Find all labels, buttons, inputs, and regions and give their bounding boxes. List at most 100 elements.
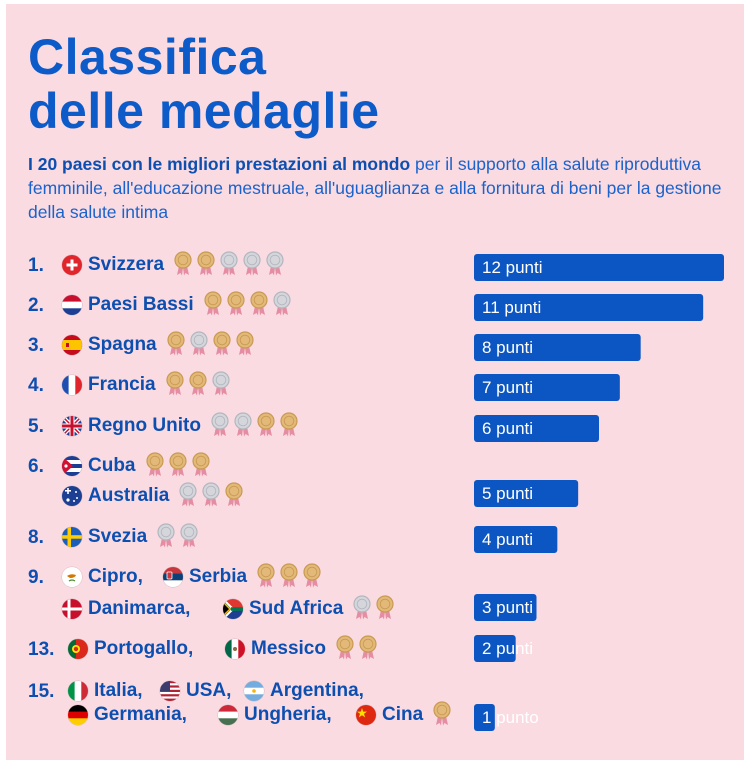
- country-name: Messico: [251, 638, 326, 659]
- silver-medal-icon: [178, 522, 201, 553]
- medal-group: [165, 330, 257, 361]
- subtitle-bold: I 20 paesi con le migliori prestazioni a…: [28, 154, 411, 174]
- silver-medal-icon: [351, 594, 374, 625]
- italy-flag-icon: [68, 681, 88, 701]
- china-flag-icon: [356, 705, 376, 725]
- rank-number: 2.: [28, 295, 44, 316]
- gold-medal-icon: [144, 451, 167, 482]
- points-bar: [474, 415, 599, 442]
- country-entry: Sud Africa: [223, 594, 397, 625]
- medal-group: [164, 370, 233, 401]
- medal-group: [202, 290, 294, 321]
- points-bar: [474, 480, 579, 507]
- silver-medal-icon: [218, 250, 241, 281]
- mexico-flag-icon: [225, 639, 245, 659]
- switzerland-flag-icon: [62, 255, 82, 275]
- gold-medal-icon: [234, 330, 257, 361]
- country-name: USA,: [186, 680, 232, 701]
- page-title-line-2: delle medaglie: [28, 83, 380, 139]
- points-bar: [474, 254, 724, 281]
- gold-medal-icon: [190, 451, 213, 482]
- country-entry: Regno Unito: [62, 411, 301, 442]
- silver-medal-icon: [155, 522, 178, 553]
- medal-group: [155, 522, 201, 553]
- points-label: 2 punti: [482, 639, 533, 658]
- gold-medal-icon: [357, 634, 380, 665]
- points-label: 6 punti: [482, 419, 533, 438]
- points-label: 7 punti: [482, 378, 533, 397]
- country-name: Sud Africa: [249, 598, 344, 619]
- points-bar: [474, 374, 620, 401]
- denmark-flag-icon: [62, 599, 82, 619]
- country-entry: Cuba: [62, 451, 213, 482]
- country-entry: Argentina,: [244, 678, 364, 704]
- silver-medal-icon: [209, 411, 232, 442]
- medal-group: [334, 634, 380, 665]
- rank-number: 8.: [28, 527, 44, 548]
- country-entry: Danimarca,: [62, 596, 190, 622]
- gold-medal-icon: [255, 411, 278, 442]
- gold-medal-icon: [255, 562, 278, 593]
- medal-group: [209, 411, 301, 442]
- gold-medal-icon: [278, 411, 301, 442]
- australia-flag-icon: [62, 486, 82, 506]
- country-entry: Portogallo,: [68, 636, 193, 662]
- country-entry: Svizzera: [62, 250, 287, 281]
- points-bar: [474, 294, 704, 321]
- silver-medal-icon: [271, 290, 294, 321]
- country-name: Francia: [88, 374, 156, 395]
- portugal-flag-icon: [68, 639, 88, 659]
- gold-medal-icon: [374, 594, 397, 625]
- page-title-line-1: Classifica: [28, 29, 267, 85]
- country-name: Svezia: [88, 526, 148, 547]
- rank-number: 9.: [28, 567, 44, 588]
- country-entry: Ungheria,: [218, 702, 332, 728]
- country-entry: Serbia: [163, 562, 324, 593]
- country-entry: Messico: [225, 634, 380, 665]
- gold-medal-icon: [187, 370, 210, 401]
- gold-medal-icon: [202, 290, 225, 321]
- country-entry: Australia: [62, 481, 246, 512]
- medal-group: [255, 562, 324, 593]
- country-name: Danimarca,: [88, 598, 191, 619]
- points-label: 5 punti: [482, 484, 533, 503]
- country-name: Argentina,: [270, 680, 364, 701]
- country-name: Spagna: [88, 334, 157, 355]
- country-name: Germania,: [94, 704, 187, 725]
- gold-medal-icon: [211, 330, 234, 361]
- gold-medal-icon: [225, 290, 248, 321]
- points-bar: [474, 526, 558, 553]
- gold-medal-icon: [195, 250, 218, 281]
- rank-number: 4.: [28, 375, 44, 396]
- medal-group: [144, 451, 213, 482]
- country-entry: Cina: [356, 700, 454, 731]
- medal-group: [351, 594, 397, 625]
- gold-medal-icon: [172, 250, 195, 281]
- silver-medal-icon: [210, 370, 233, 401]
- france-flag-icon: [62, 375, 82, 395]
- hungary-flag-icon: [218, 705, 238, 725]
- medal-ranking-card: Classifica delle medaglie I 20 paesi con…: [6, 4, 744, 760]
- medal-group: [172, 250, 287, 281]
- spain-flag-icon: [62, 335, 82, 355]
- country-name: Paesi Bassi: [88, 294, 194, 315]
- points-label: 8 punti: [482, 338, 533, 357]
- country-entry: USA,: [160, 678, 231, 704]
- country-name: Serbia: [189, 566, 248, 587]
- usa-flag-icon: [160, 681, 180, 701]
- uk-flag-icon: [62, 416, 82, 436]
- silver-medal-icon: [200, 481, 223, 512]
- country-name: Svizzera: [88, 254, 165, 275]
- rank-number: 15.: [28, 681, 55, 702]
- country-entry: Spagna: [62, 330, 257, 361]
- southafrica-flag-icon: [223, 599, 243, 619]
- rank-number: 5.: [28, 416, 44, 437]
- country-entry: Francia: [62, 370, 233, 401]
- medal-group: [431, 700, 454, 731]
- gold-medal-icon: [431, 700, 454, 731]
- country-name: Ungheria,: [244, 704, 332, 725]
- germany-flag-icon: [68, 705, 88, 725]
- gold-medal-icon: [165, 330, 188, 361]
- country-entry: Svezia: [62, 522, 201, 553]
- country-name: Cipro,: [88, 566, 143, 587]
